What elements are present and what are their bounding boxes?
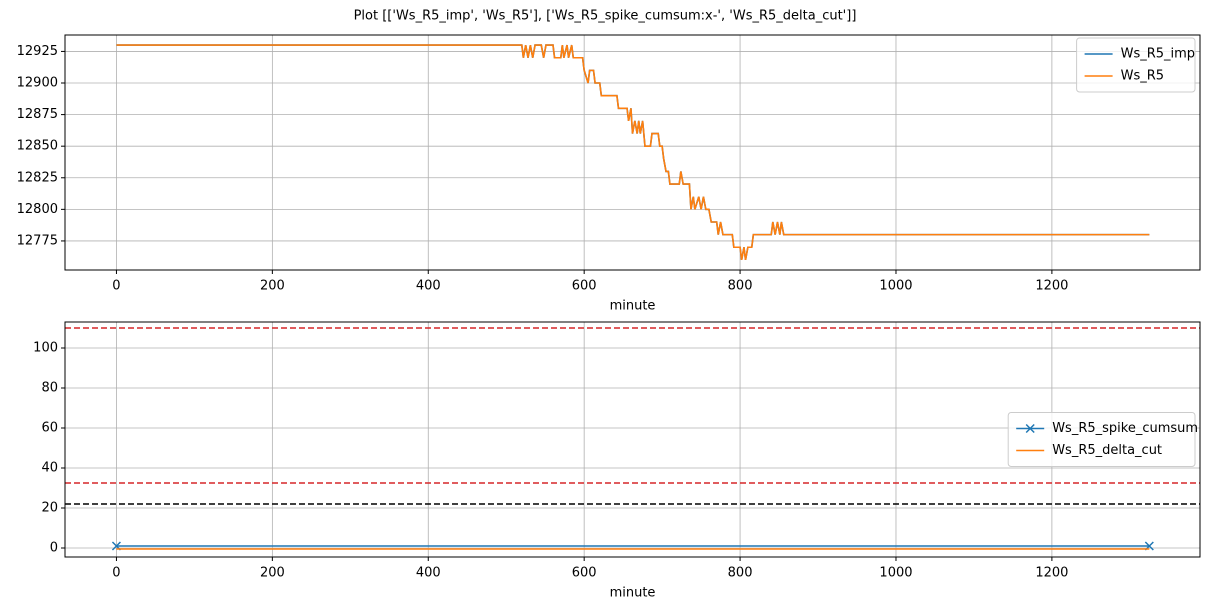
legend-label: Ws_R5_spike_cumsum <box>1052 421 1198 436</box>
y-tick-label: 100 <box>33 341 58 356</box>
x-tick-label: 1000 <box>879 566 912 581</box>
x-tick-label: 0 <box>112 279 120 294</box>
plot-area <box>116 44 1150 261</box>
series-line <box>116 44 1150 261</box>
x-tick-label: 800 <box>728 566 753 581</box>
y-tick-label: 80 <box>41 381 58 396</box>
x-tick-label: 200 <box>260 566 285 581</box>
plot-area <box>65 327 1200 551</box>
axes-frame <box>64 321 1201 558</box>
x-tick-label: 1200 <box>1035 566 1068 581</box>
y-tick-label: 12850 <box>17 139 58 154</box>
x-axis-label: minute <box>610 586 656 601</box>
legend-label: Ws_R5_delta_cut <box>1052 443 1162 458</box>
x-tick-label: 1000 <box>879 279 912 294</box>
y-tick-label: 12775 <box>17 233 58 248</box>
legend-label: Ws_R5 <box>1121 69 1164 84</box>
x-tick-label: 1200 <box>1035 279 1068 294</box>
y-tick-label: 12900 <box>17 76 58 91</box>
x-tick-label: 600 <box>572 279 597 294</box>
y-tick-label: 12800 <box>17 202 58 217</box>
x-tick-label: 600 <box>572 566 597 581</box>
figure-title: Plot [['Ws_R5_imp', 'Ws_R5'], ['Ws_R5_sp… <box>354 9 857 24</box>
axes-frame <box>64 34 1201 271</box>
y-tick-label: 0 <box>50 541 58 556</box>
x-tick-label: 400 <box>416 279 441 294</box>
legend-box <box>1007 412 1196 467</box>
legend-label: Ws_R5_imp <box>1121 47 1195 62</box>
y-tick-label: 12825 <box>17 170 58 185</box>
x-tick-label: 200 <box>260 279 285 294</box>
y-tick-label: 20 <box>41 501 58 516</box>
y-tick-label: 12925 <box>17 44 58 59</box>
legend-box <box>1076 37 1196 93</box>
legend-marker <box>1025 423 1035 434</box>
y-tick-label: 12875 <box>17 107 58 122</box>
x-axis-label: minute <box>610 299 656 314</box>
x-tick-label: 800 <box>728 279 753 294</box>
y-tick-label: 60 <box>41 421 58 436</box>
y-tick-label: 40 <box>41 461 58 476</box>
x-tick-label: 0 <box>112 566 120 581</box>
x-tick-label: 400 <box>416 566 441 581</box>
series-line <box>116 44 1150 261</box>
